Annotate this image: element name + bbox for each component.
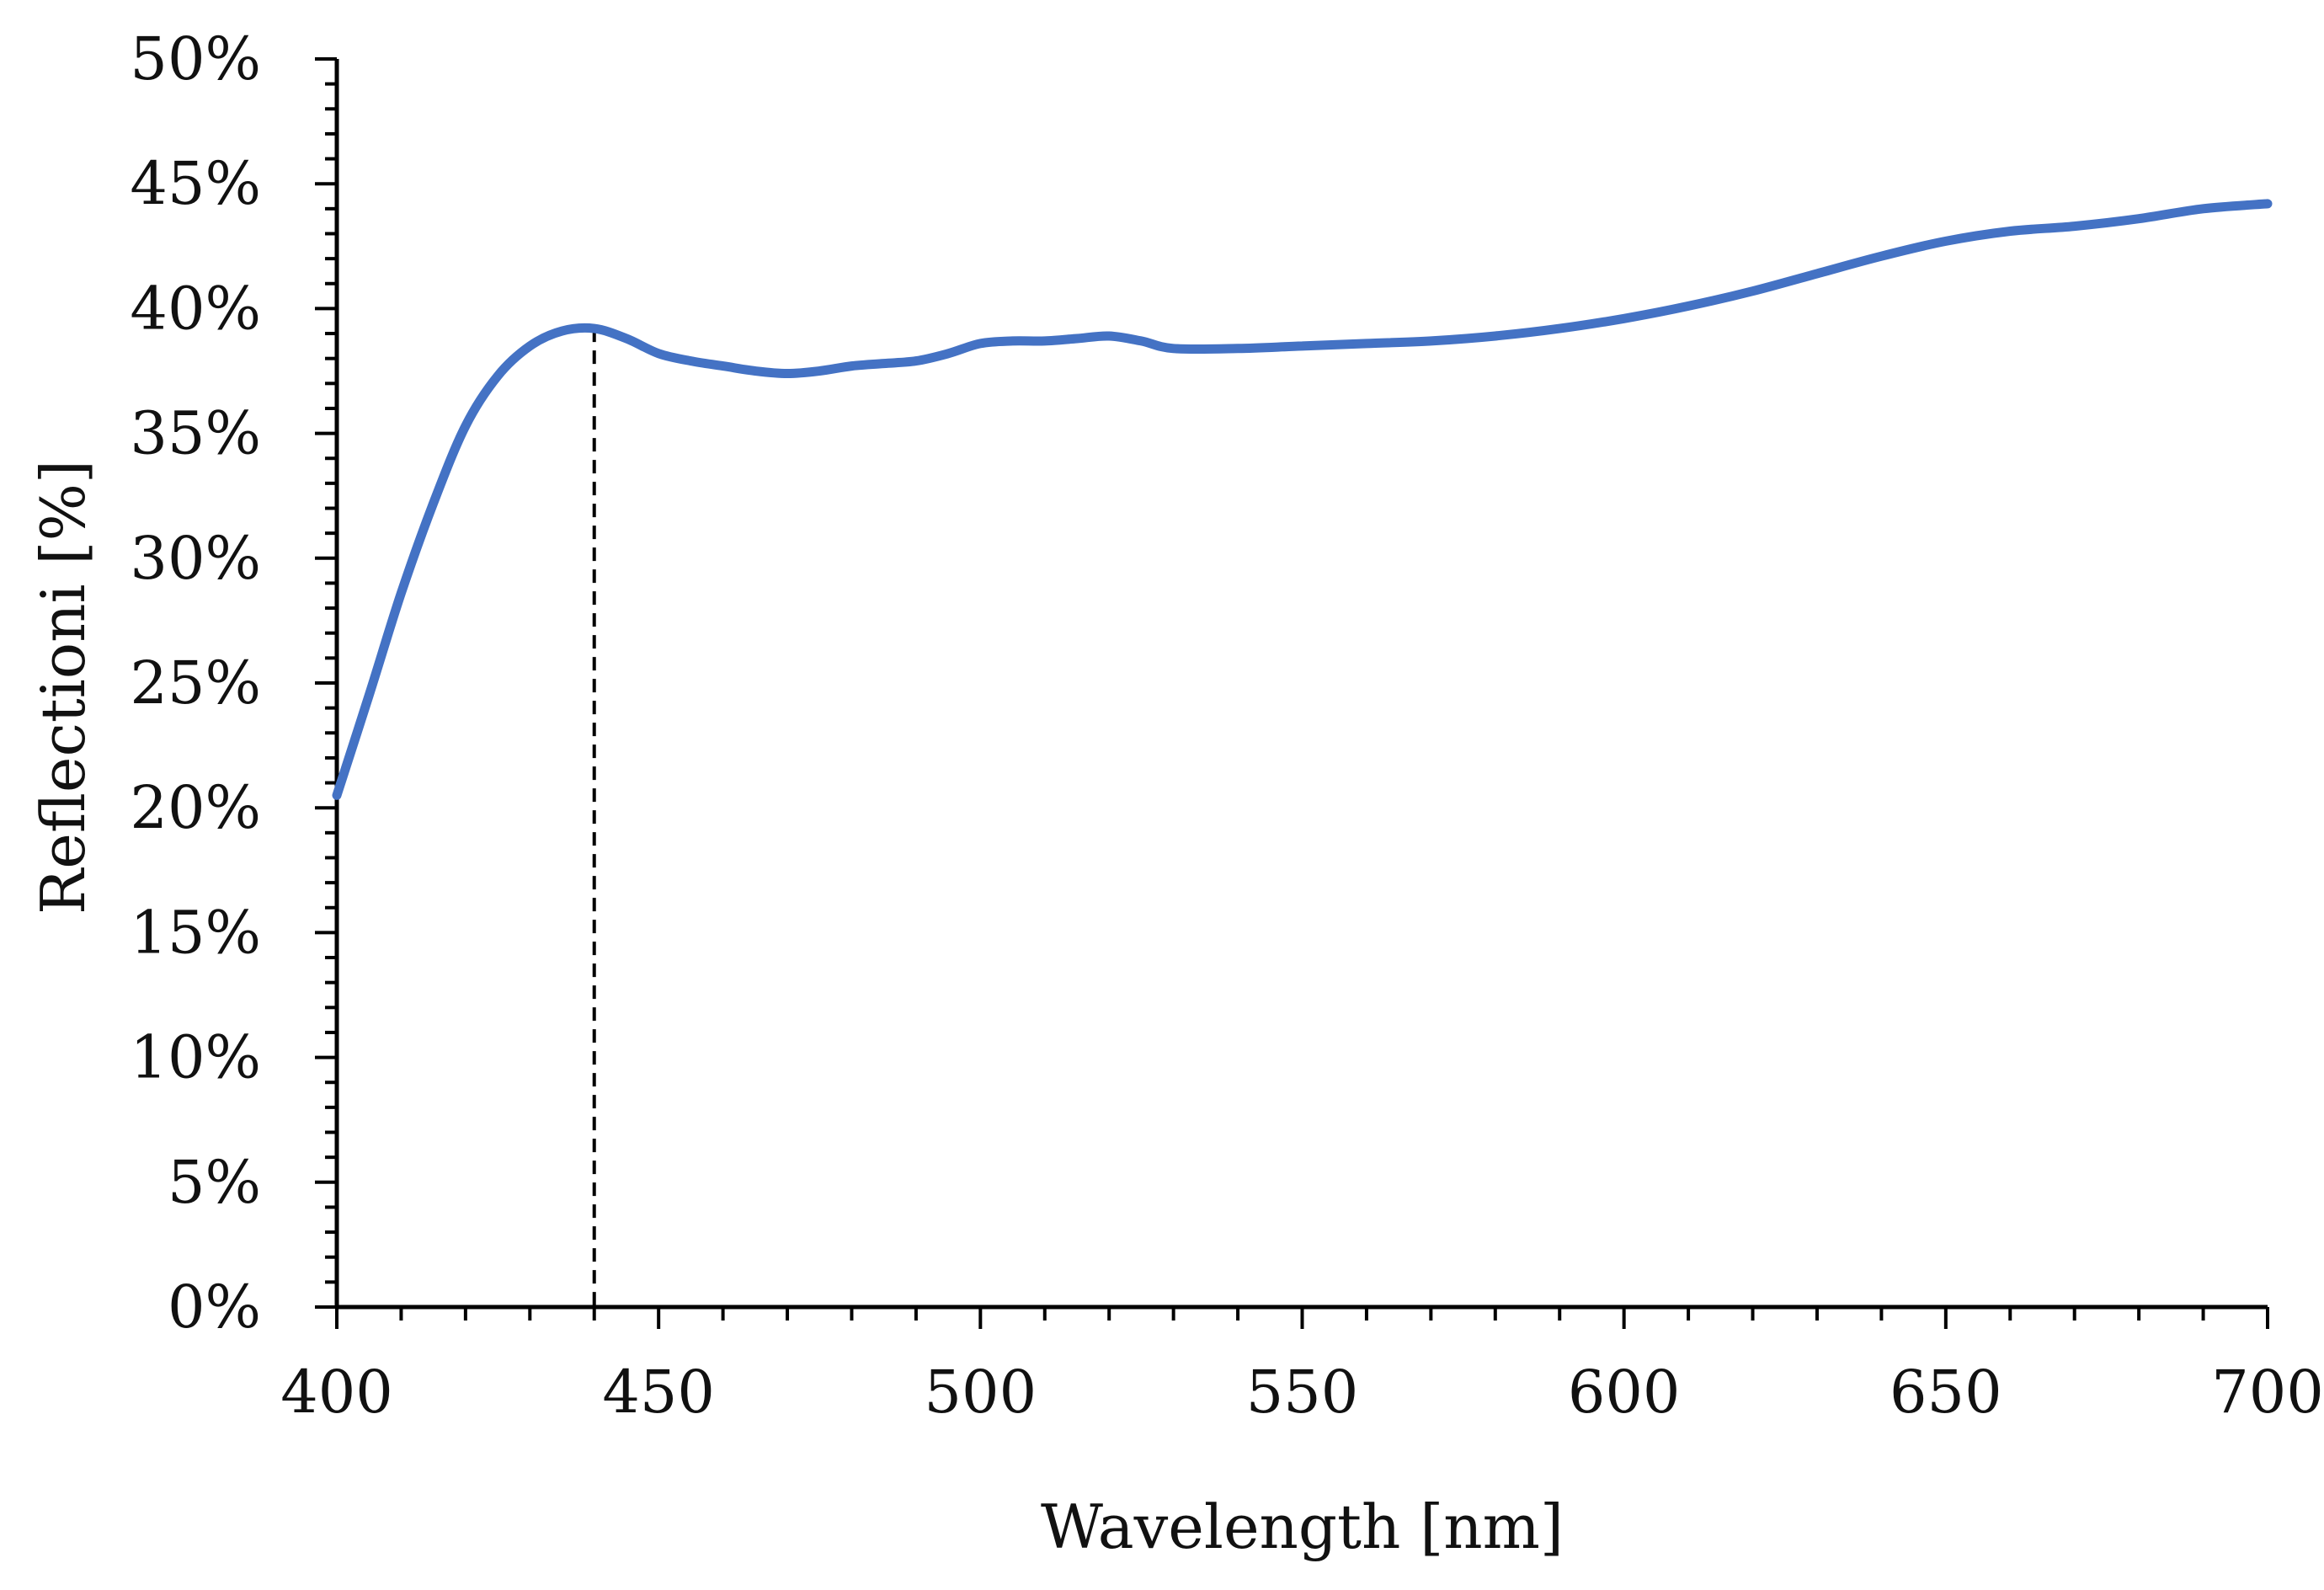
y-tick-labels: 0% 5% 10% 15% 20% 25% 30% 35% 40% 45% 50% xyxy=(130,24,261,1342)
series-marks xyxy=(332,199,2273,1307)
major-ticks xyxy=(315,57,2269,1329)
y-tick-label: 35% xyxy=(130,399,261,468)
y-tick-label: 5% xyxy=(168,1148,261,1217)
minor-ticks xyxy=(325,82,2205,1321)
y-tick-label: 30% xyxy=(130,524,261,593)
y-axis-title: Reflectioni [%] xyxy=(28,460,99,915)
y-tick-label: 40% xyxy=(130,274,261,343)
x-tick-label: 550 xyxy=(1246,1358,1359,1427)
x-tick-label: 400 xyxy=(280,1358,393,1427)
x-tick-label: 700 xyxy=(2211,1358,2324,1427)
y-tick-label: 20% xyxy=(130,773,261,842)
x-tick-label: 500 xyxy=(925,1358,1037,1427)
y-tick-label: 15% xyxy=(130,898,261,967)
y-tick-label: 25% xyxy=(130,648,261,718)
y-tick-label: 50% xyxy=(130,24,261,93)
y-tick-label: 10% xyxy=(130,1023,261,1092)
x-axis-title: Wavelength [nm] xyxy=(1041,1491,1564,1562)
y-tick-label: 45% xyxy=(130,149,261,218)
x-tick-label: 600 xyxy=(1568,1358,1681,1427)
reflection-series-line xyxy=(332,199,2273,800)
x-tick-label: 650 xyxy=(1890,1358,2002,1427)
x-tick-labels: 400 450 500 550 600 650 700 xyxy=(280,1358,2324,1427)
x-tick-label: 450 xyxy=(602,1358,715,1427)
y-tick-label: 0% xyxy=(168,1273,261,1342)
